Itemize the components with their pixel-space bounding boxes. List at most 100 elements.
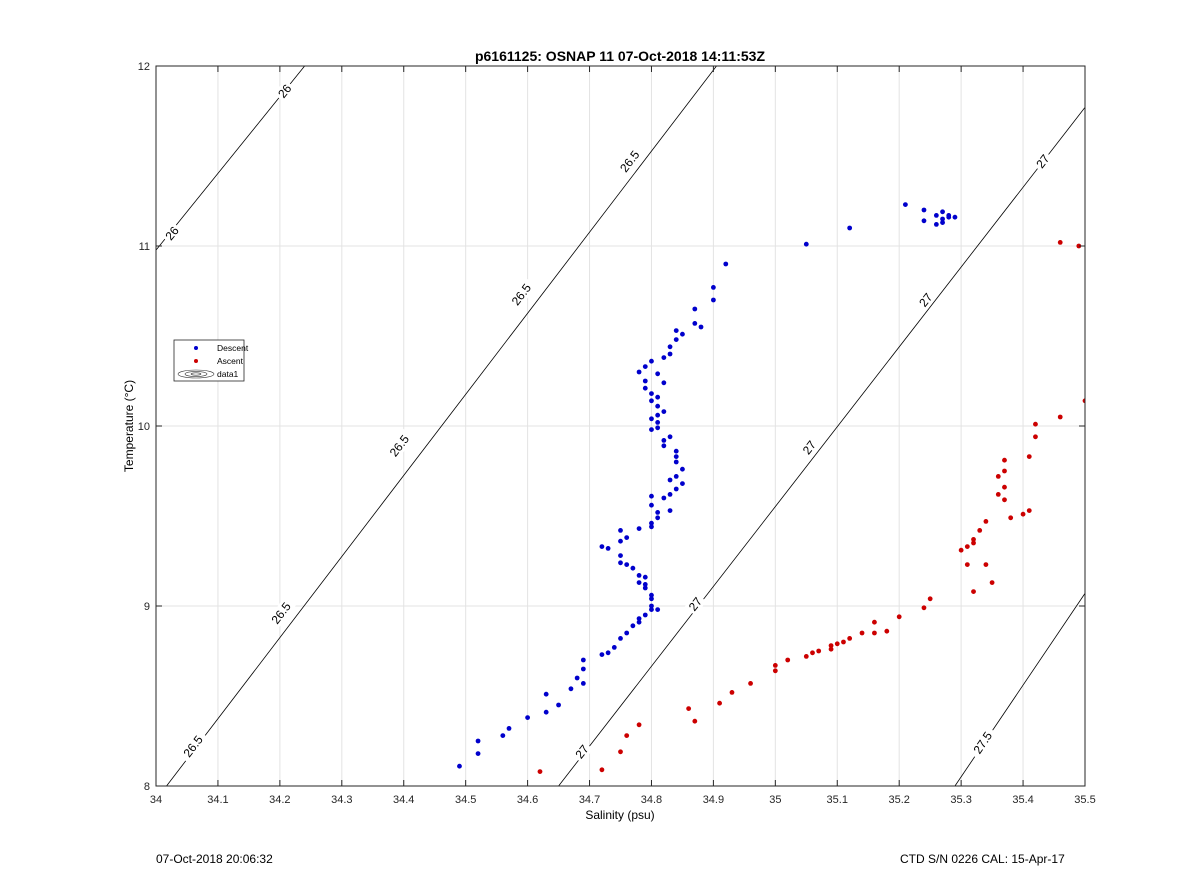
legend-marker-ascent — [194, 359, 198, 363]
ascent-point — [1002, 457, 1007, 463]
ascent-point — [1057, 240, 1063, 245]
descent-point — [649, 607, 654, 612]
descent-point — [636, 526, 642, 531]
ascent-point — [1002, 497, 1007, 503]
x-axis-label: Salinity (psu) — [585, 808, 654, 822]
descent-point — [952, 214, 958, 220]
chart-title: p6161125: OSNAP 11 07-Oct-2018 14:11:53Z — [475, 48, 765, 64]
descent-point — [624, 562, 630, 567]
descent-point — [723, 261, 729, 267]
descent-point — [649, 427, 654, 432]
legend-marker-descent — [194, 346, 198, 350]
contour-label: 27 — [684, 592, 707, 616]
ascent-point — [717, 700, 722, 706]
contour-label: 27 — [571, 740, 594, 764]
ascent-point — [884, 628, 890, 634]
descent-point — [618, 553, 623, 558]
descent-point — [673, 459, 679, 465]
ascent-point — [828, 646, 834, 652]
descent-point — [655, 510, 661, 515]
legend-label-data1: data1 — [217, 369, 239, 379]
descent-point — [642, 364, 648, 369]
descent-point — [649, 493, 654, 499]
descent-point — [642, 385, 648, 391]
y-tick-label: 8 — [144, 781, 150, 793]
descent-point — [636, 573, 642, 578]
descent-point — [475, 751, 481, 756]
ascent-point — [1026, 454, 1032, 459]
descent-point — [661, 443, 667, 449]
descent-point — [649, 596, 654, 602]
ascent-point — [1002, 468, 1007, 474]
ascent-point — [834, 641, 840, 647]
descent-point — [642, 582, 648, 587]
descent-point — [525, 715, 530, 720]
ascent-point — [1008, 515, 1014, 521]
descent-point — [642, 574, 648, 580]
descent-point — [661, 380, 667, 386]
descent-point — [655, 607, 661, 612]
legend: Descent Ascent data1 — [173, 339, 249, 382]
descent-point — [655, 515, 661, 521]
ascent-point — [964, 544, 970, 549]
descent-point — [624, 535, 630, 540]
descent-point — [661, 495, 667, 501]
descent-point — [636, 619, 642, 625]
descent-point — [605, 650, 611, 656]
descent-point — [673, 486, 679, 492]
descent-point — [543, 691, 549, 697]
contour-label: 27.5 — [968, 725, 998, 760]
x-tick-label: 34 — [150, 794, 162, 806]
descent-point — [940, 209, 945, 215]
descent-point — [661, 409, 667, 414]
ascent-point — [977, 528, 983, 533]
ascent-point — [686, 706, 692, 711]
axis-ticks: 34 34.1 34.2 34.3 34.4 34.5 34.6 34.7 34.8 34.9 35… — [138, 61, 1096, 806]
ascent-point — [772, 668, 778, 674]
ascent-point — [816, 648, 822, 654]
ascent-point — [636, 722, 642, 728]
contour-label: 27 — [1031, 149, 1054, 173]
descent-point — [902, 202, 908, 208]
ascent-point — [958, 547, 964, 553]
descent-point — [642, 378, 648, 384]
descent-point — [649, 391, 654, 396]
ascent-point — [989, 580, 995, 585]
ascent-point — [729, 690, 735, 695]
descent-point — [680, 331, 685, 337]
ascent-point — [1002, 484, 1007, 490]
y-tick-label: 12 — [138, 61, 150, 73]
x-tick-label: 35.5 — [1074, 794, 1095, 806]
descent-point — [673, 337, 679, 342]
descent-point — [599, 544, 605, 549]
descent-point — [655, 403, 661, 409]
descent-point — [618, 636, 623, 641]
descent-point — [618, 528, 623, 533]
legend-label-descent: Descent — [217, 343, 249, 353]
descent-point — [642, 585, 648, 591]
descent-point — [605, 546, 611, 551]
descent-point — [642, 612, 648, 618]
x-tick-label: 35 — [769, 794, 781, 806]
y-axis-label: Temperature (°C) — [122, 380, 136, 472]
x-tick-label: 35.3 — [950, 794, 971, 806]
contour-label: 27 — [914, 288, 937, 312]
legend-contour-icon — [177, 369, 215, 379]
descent-point — [661, 438, 667, 443]
descent-point — [940, 216, 945, 222]
ascent-point — [971, 537, 976, 542]
descent-point — [506, 726, 512, 731]
descent-point — [649, 524, 654, 530]
descent-point — [580, 681, 586, 686]
descent-point — [680, 481, 685, 486]
x-tick-label: 35.1 — [827, 794, 848, 806]
ascent-point — [624, 733, 630, 738]
ascent-point — [1082, 398, 1085, 404]
descent-point — [803, 241, 809, 247]
descent-point — [624, 630, 630, 636]
descent-point — [611, 645, 617, 650]
descent-point — [649, 502, 654, 508]
ascent-point — [964, 562, 970, 567]
y-tick-label: 10 — [138, 421, 150, 433]
descent-point — [673, 474, 679, 479]
